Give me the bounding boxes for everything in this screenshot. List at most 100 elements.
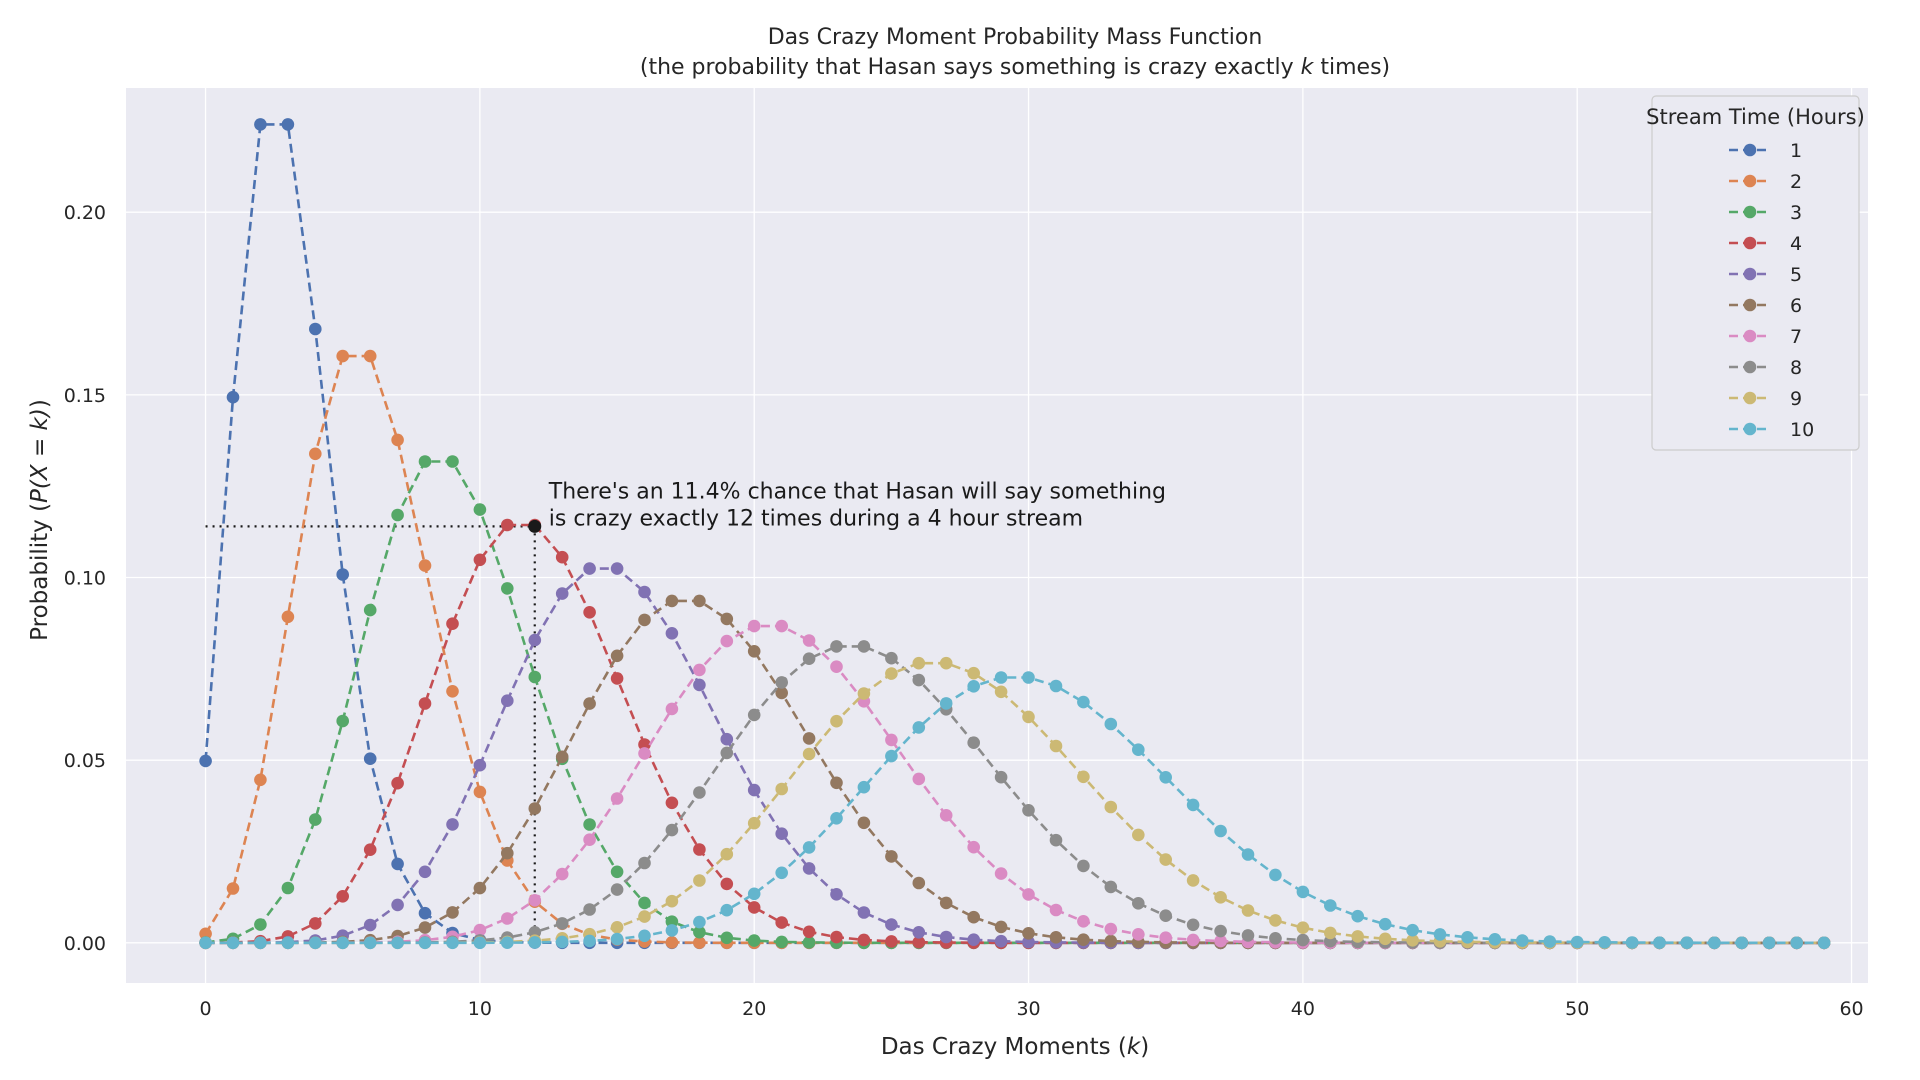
data-point [610, 672, 624, 685]
data-point [528, 670, 542, 684]
data-point [610, 865, 624, 879]
data-point [254, 118, 267, 131]
data-point [885, 935, 898, 948]
x-ticks: 0 10 20 30 40 50 60 [200, 998, 1864, 1020]
data-point [391, 433, 404, 447]
data-point [610, 562, 624, 575]
data-point [473, 503, 487, 516]
data-point [1488, 933, 1502, 946]
data-point [1186, 798, 1200, 812]
data-point [665, 796, 679, 810]
data-point [555, 935, 569, 949]
data-point [610, 921, 624, 934]
data-point [638, 747, 651, 760]
data-point [857, 640, 871, 653]
data-point [199, 936, 212, 950]
data-point [885, 651, 898, 665]
grid [126, 88, 1868, 983]
data-point [1214, 891, 1227, 904]
data-point [1049, 903, 1063, 917]
data-point [1708, 936, 1721, 950]
data-point [1324, 926, 1337, 940]
data-point [747, 887, 761, 901]
data-point [583, 934, 596, 948]
data-point [830, 930, 843, 944]
data-point [1049, 679, 1063, 693]
data-point [1241, 929, 1255, 942]
data-point [1598, 936, 1611, 949]
data-point [1104, 800, 1118, 814]
data-point [555, 867, 569, 881]
data-point [912, 673, 926, 687]
data-point [830, 640, 843, 653]
data-point [720, 877, 734, 891]
data-point [747, 619, 761, 633]
x-axis-label-variable: k [1127, 1034, 1142, 1060]
legend-item: 2 [1729, 171, 1802, 193]
data-point [1104, 922, 1118, 936]
data-point [336, 936, 350, 950]
data-point [830, 776, 843, 790]
data-point [802, 841, 816, 854]
data-point [1049, 931, 1063, 944]
data-point [857, 816, 871, 830]
data-point [775, 935, 788, 949]
data-point [830, 714, 843, 728]
data-point [994, 685, 1008, 699]
data-point [912, 656, 926, 670]
y-tick-label: 0.15 [64, 385, 106, 407]
data-point [747, 901, 761, 914]
data-point [555, 917, 569, 930]
data-point [1735, 936, 1749, 950]
data-point [1790, 936, 1803, 950]
data-point [418, 559, 432, 572]
data-point [665, 915, 679, 928]
data-point [363, 603, 377, 617]
data-point [473, 936, 487, 950]
data-point [720, 634, 734, 648]
data-point [665, 894, 679, 908]
data-point [1077, 915, 1090, 928]
data-point [610, 792, 624, 805]
data-point [775, 916, 788, 929]
data-point [1653, 936, 1666, 949]
data-point [693, 843, 706, 856]
data-point [802, 747, 816, 761]
series-line [205, 460, 1825, 945]
data-point [638, 585, 651, 599]
data-point [747, 645, 761, 658]
legend-item: 5 [1729, 264, 1802, 286]
data-point [1132, 928, 1145, 941]
data-point [418, 936, 432, 950]
legend-item: 7 [1729, 326, 1802, 348]
data-point [501, 694, 514, 707]
legend-swatch-marker [1743, 360, 1757, 374]
data-point [1159, 771, 1172, 784]
data-point [501, 518, 514, 532]
data-point [665, 702, 679, 716]
data-point [1104, 934, 1118, 948]
data-point [583, 903, 596, 916]
data-point [747, 816, 761, 830]
x-tick-label: 30 [1016, 998, 1040, 1020]
data-point [1680, 936, 1694, 949]
legend-item: 4 [1729, 233, 1802, 255]
data-point [994, 867, 1008, 880]
data-point [336, 568, 350, 581]
data-point [638, 856, 651, 870]
data-point [1817, 936, 1831, 950]
data-point [1625, 936, 1639, 949]
y-axis-label-close: ) [27, 399, 53, 408]
data-point [254, 918, 267, 931]
data-point [912, 772, 926, 786]
y-tick-label: 0.05 [64, 750, 106, 772]
data-point [939, 809, 953, 822]
data-point [1324, 899, 1337, 912]
data-point [1296, 933, 1310, 947]
x-tick-label: 50 [1565, 998, 1589, 1020]
data-point [1022, 710, 1035, 724]
x-axis-label: Das Crazy Moments (k) [881, 1034, 1149, 1060]
legend-label: 4 [1790, 233, 1802, 255]
y-tick-label: 0.00 [64, 933, 106, 955]
data-point [528, 894, 542, 907]
